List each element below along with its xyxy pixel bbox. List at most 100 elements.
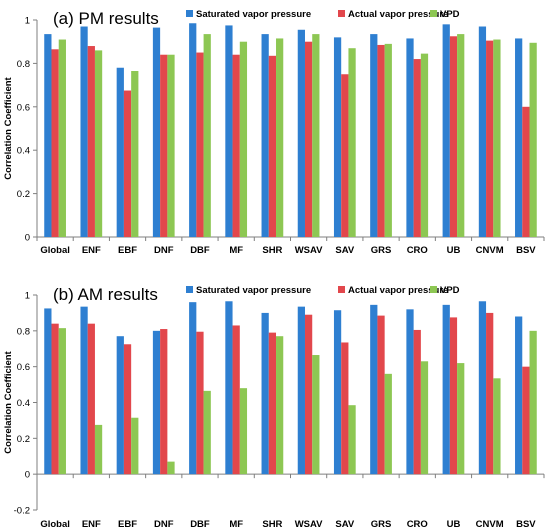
y-tick-label: -0.2 — [14, 506, 30, 517]
legend-label: Actual vapor pressure — [348, 285, 448, 296]
bar-global-series-1 — [51, 323, 59, 475]
legend-label: Actual vapor pressure — [348, 9, 448, 20]
legend-swatch — [430, 10, 437, 17]
x-category-label: WSAV — [295, 245, 323, 256]
x-category-label: Global — [40, 519, 70, 530]
bar-grs-series-0 — [370, 34, 378, 238]
bar-ub-series-2 — [457, 363, 465, 475]
legend-swatch — [338, 10, 345, 17]
x-category-label: DBF — [190, 519, 210, 530]
bar-shr-series-1 — [268, 55, 277, 238]
x-category-label: Global — [40, 245, 70, 256]
y-tick-label: 0 — [25, 233, 30, 244]
x-category-label: ENF — [82, 519, 101, 530]
legend-label: VPD — [440, 285, 460, 296]
legend-label: VPD — [440, 9, 460, 20]
bar-ebf-series-1 — [123, 344, 132, 475]
bar-grs-series-2 — [384, 373, 392, 475]
bar-cro-series-1 — [413, 59, 421, 238]
bar-bsv-series-0 — [515, 316, 523, 475]
bar-dnf-series-0 — [152, 27, 161, 237]
bar-dbf-series-2 — [203, 34, 211, 238]
bar-cnvm-series-0 — [478, 26, 487, 238]
legend-swatch — [430, 286, 437, 293]
x-category-label: EBF — [118, 519, 137, 530]
bar-enf-series-0 — [80, 306, 88, 475]
y-tick-label: 1 — [25, 16, 30, 27]
legend-label: Saturated vapor pressure — [196, 9, 311, 20]
bar-global-series-2 — [58, 39, 66, 237]
bar-shr-series-0 — [261, 312, 269, 475]
bar-sav-series-2 — [348, 405, 356, 475]
chart-panel-1: -0.2 0 0.2 0.4 0.6 0.8 1 Correlation Coefficien… — [3, 285, 545, 530]
y-tick-label: 0.8 — [17, 326, 30, 337]
bar-cro-series-0 — [406, 38, 414, 237]
x-category-label: CNVM — [476, 245, 504, 256]
bar-ebf-series-2 — [131, 70, 139, 238]
legend-label: Saturated vapor pressure — [196, 285, 311, 296]
y-tick-label: 0.6 — [17, 102, 30, 113]
bar-enf-series-2 — [94, 50, 103, 237]
x-category-label: SAV — [335, 245, 354, 256]
bar-grs-series-1 — [377, 315, 385, 475]
y-tick-label: 0 — [25, 470, 30, 481]
x-category-label: UB — [447, 245, 461, 256]
bar-sav-series-2 — [348, 48, 356, 238]
bar-enf-series-0 — [80, 26, 88, 238]
bar-mf-series-1 — [232, 54, 240, 237]
x-category-label: SAV — [335, 519, 354, 530]
x-category-label: BSV — [516, 245, 536, 256]
y-tick-label: 0.2 — [17, 189, 30, 200]
x-category-label: GRS — [371, 519, 392, 530]
bar-shr-series-2 — [276, 336, 284, 475]
bar-grs-series-0 — [370, 304, 378, 475]
bar-mf-series-0 — [225, 25, 233, 237]
bar-ub-series-1 — [449, 36, 458, 238]
bar-cnvm-series-1 — [486, 40, 494, 237]
bar-enf-series-1 — [87, 46, 95, 237]
bar-sav-series-0 — [333, 37, 342, 237]
bar-wsav-series-0 — [297, 29, 305, 237]
bar-cnvm-series-2 — [493, 378, 501, 475]
bar-dbf-series-0 — [189, 23, 197, 237]
bar-ebf-series-0 — [116, 336, 124, 475]
x-category-label: MF — [229, 245, 243, 256]
bar-global-series-1 — [51, 49, 59, 237]
bar-global-series-0 — [44, 308, 52, 475]
x-category-label: EBF — [118, 245, 137, 256]
bar-dnf-series-0 — [152, 330, 161, 475]
bar-mf-series-2 — [239, 388, 248, 475]
x-category-label: UB — [447, 519, 461, 530]
x-category-label: BSV — [516, 519, 536, 530]
legend-swatch — [186, 10, 193, 17]
y-tick-label: 0.4 — [17, 398, 30, 409]
y-axis-title: Correlation Coefficient — [3, 76, 14, 179]
bar-global-series-0 — [44, 34, 52, 238]
bar-cro-series-2 — [420, 53, 429, 238]
x-category-label: CRO — [407, 519, 428, 530]
x-category-label: SHR — [262, 245, 282, 256]
bar-dnf-series-2 — [167, 461, 175, 475]
bar-cro-series-1 — [413, 329, 421, 475]
x-category-label: CRO — [407, 245, 428, 256]
bar-cnvm-series-1 — [486, 312, 494, 475]
x-category-label: SHR — [262, 519, 282, 530]
bar-bsv-series-0 — [515, 38, 523, 237]
y-axis-title: Correlation Coefficient — [3, 350, 14, 453]
bar-mf-series-1 — [232, 325, 240, 475]
x-category-label: DBF — [190, 245, 210, 256]
y-tick-label: 0.6 — [17, 362, 30, 373]
bar-dnf-series-2 — [167, 54, 175, 237]
bar-mf-series-2 — [239, 41, 248, 238]
bar-dbf-series-1 — [196, 331, 204, 475]
y-tick-label: 0.2 — [17, 434, 30, 445]
chart-panel-0: 0 0.2 0.4 0.6 0.8 1 Correlation Coefficient Glo… — [3, 9, 545, 256]
bar-dbf-series-0 — [189, 302, 197, 475]
bar-shr-series-1 — [268, 332, 277, 475]
bar-sav-series-1 — [341, 342, 349, 475]
bar-global-series-2 — [58, 328, 66, 475]
bar-enf-series-2 — [94, 424, 103, 475]
legend-swatch — [338, 286, 345, 293]
bar-cnvm-series-2 — [493, 39, 501, 237]
